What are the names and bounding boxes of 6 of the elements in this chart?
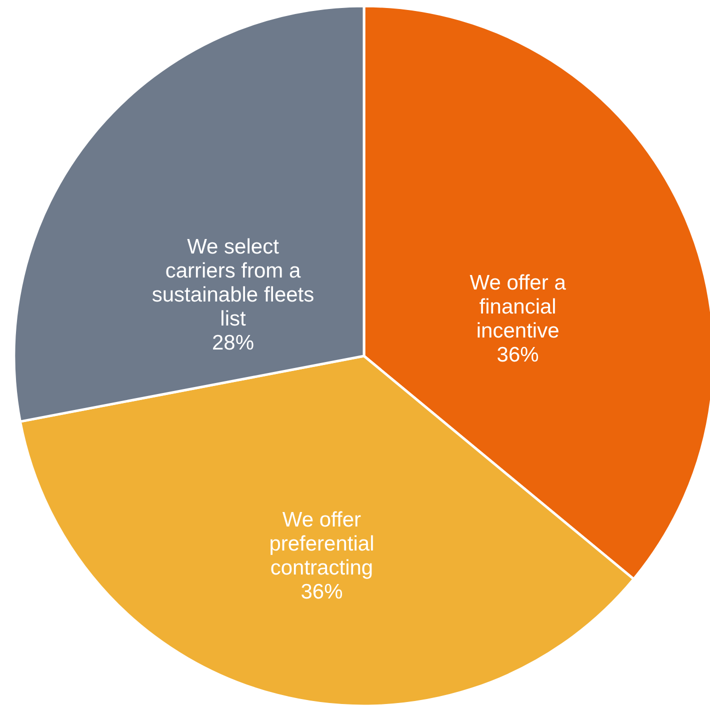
data-label: 28% [212, 332, 254, 355]
slice-label: We offer a financial incentive [470, 272, 566, 343]
slice-label: We offer preferential contracting [269, 508, 374, 580]
data-label: 36% [300, 580, 343, 604]
slice-label: We select carriers from a sustainable fleets list [152, 236, 314, 331]
data-label: 36% [496, 344, 539, 367]
